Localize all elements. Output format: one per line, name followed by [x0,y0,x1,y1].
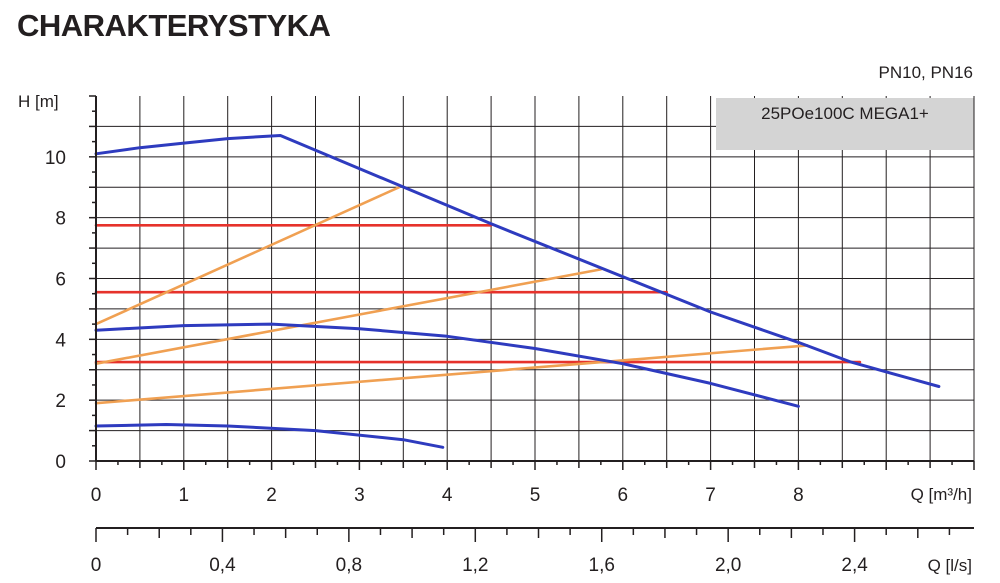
y-tick-label: 0 [55,452,66,473]
secondary-tick-label: 1,6 [589,555,615,576]
secondary-tick-label: 2,4 [841,555,868,576]
y-tick-label: 2 [55,391,66,412]
series-line-proportional-pressure-high [94,186,401,326]
y-tick-label: 4 [55,330,66,351]
secondary-tick-label: 0 [91,555,102,576]
x-tick-label: 4 [442,485,453,506]
x-axis-label: Q [m³/h] [911,485,972,504]
series-line-max-curve [94,134,941,388]
y-axis-label: H [m] [18,92,59,111]
secondary-tick-label: 0,8 [336,555,362,576]
x-tick-label: 2 [266,485,277,506]
x-tick-label: 7 [705,485,716,506]
secondary-tick-label: 1,2 [462,555,488,576]
model-label: 25POe100C MEGA1+ [761,104,929,123]
gridlines [96,96,974,461]
model-box [716,98,974,150]
series-lines [94,134,941,449]
y-tick-labels: 0 2 4 6 8 10 [45,148,67,473]
secondary-axis: 0 0,4 0,8 1,2 1,6 2,0 2,4 [91,527,974,576]
secondary-tick-label: 2,0 [715,555,741,576]
x-tick-labels: 0 1 2 3 4 5 6 7 8 [91,485,804,506]
series-line-min-curve [94,423,445,449]
y-tick-label: 6 [55,270,66,291]
secondary-tick-label: 0,4 [209,555,236,576]
x-tick-label: 5 [530,485,541,506]
series-line-mid-curve [94,322,800,408]
x-tick-label: 8 [793,485,804,506]
pressure-rating: PN10, PN16 [879,63,974,82]
series-line-proportional-pressure-mid [94,268,603,366]
secondary-x-axis-label: Q [l/s] [928,556,972,575]
x-tick-label: 3 [354,485,365,506]
y-tick-label: 8 [55,209,66,230]
x-tick-label: 0 [91,485,102,506]
y-tick-label: 10 [45,148,66,169]
x-tick-label: 1 [179,485,190,506]
series-line-proportional-pressure-low [94,344,809,405]
page-title: CHARAKTERYSTYKA [17,8,331,43]
x-tick-label: 6 [618,485,629,506]
plot-frame [89,95,975,470]
